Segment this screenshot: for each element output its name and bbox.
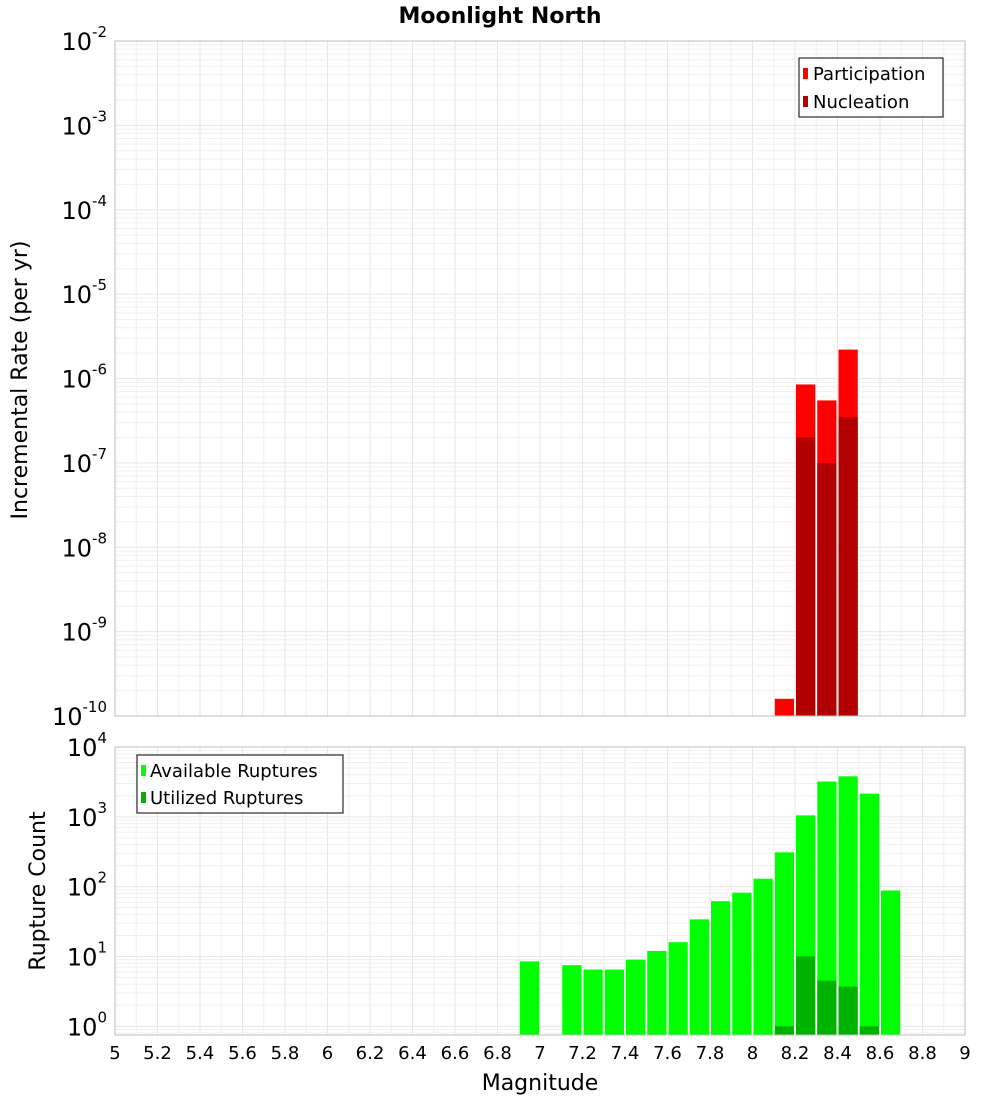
bar-available-ruptures bbox=[583, 969, 603, 1035]
bottom-legend-box bbox=[136, 754, 344, 814]
y-tick-label: 10-3 bbox=[61, 107, 107, 140]
bar-available-ruptures bbox=[817, 781, 837, 1035]
bottom-grid bbox=[114, 746, 966, 1035]
top-legend: Participation Nucleation bbox=[798, 57, 944, 118]
bar-available-ruptures bbox=[732, 892, 752, 1035]
bar-available-ruptures bbox=[838, 776, 858, 1035]
y-tick-label: 101 bbox=[67, 938, 107, 971]
top-legend-box bbox=[798, 57, 944, 118]
bar-nucleation bbox=[817, 462, 837, 716]
x-tick-label: 7.6 bbox=[653, 1043, 682, 1064]
bar-participation bbox=[774, 698, 794, 716]
bar-utilized-ruptures bbox=[838, 986, 858, 1035]
x-tick-label: 5.2 bbox=[143, 1043, 172, 1064]
y-tick-label: 100 bbox=[67, 1008, 107, 1041]
x-tick-label: 8.4 bbox=[823, 1043, 852, 1064]
x-tick-label: 7.2 bbox=[568, 1043, 597, 1064]
legend-label-available: Available Ruptures bbox=[150, 761, 318, 782]
y-tick-label: 10-6 bbox=[61, 361, 107, 394]
bottom-plot: 100 101 102 103 104 5 5.2 5.4 5.6 5.8 6 6.2 6.4 6.6 6… bbox=[26, 729, 971, 1096]
chart-title: Moonlight North bbox=[398, 4, 601, 29]
legend-label-nucleation: Nucleation bbox=[813, 92, 909, 113]
x-tick-label: 6.8 bbox=[483, 1043, 512, 1064]
bottom-legend: Available Ruptures Utilized Ruptures bbox=[136, 754, 344, 814]
legend-swatch-participation bbox=[803, 68, 808, 79]
x-tick-label: 9 bbox=[959, 1043, 970, 1064]
legend-swatch-utilized bbox=[141, 792, 146, 803]
legend-label-utilized: Utilized Ruptures bbox=[150, 788, 303, 809]
y-tick-label: 104 bbox=[67, 729, 107, 762]
y-tick-label: 10-4 bbox=[61, 192, 107, 225]
y-tick-label: 102 bbox=[67, 869, 107, 902]
bar-available-ruptures bbox=[711, 901, 731, 1035]
y-tick-label: 10-10 bbox=[52, 698, 107, 731]
bar-utilized-ruptures bbox=[796, 956, 816, 1035]
y-tick-label: 10-8 bbox=[61, 529, 107, 562]
x-tick-label: 7.4 bbox=[611, 1043, 640, 1064]
legend-swatch-available bbox=[141, 765, 146, 776]
y-tick-label: 103 bbox=[67, 799, 107, 832]
bar-utilized-ruptures bbox=[817, 980, 837, 1035]
bottom-y-tick-labels: 100 101 102 103 104 bbox=[67, 729, 107, 1041]
x-tick-label: 7.8 bbox=[696, 1043, 725, 1064]
y-tick-label: 10-9 bbox=[61, 614, 107, 647]
bar-utilized-ruptures bbox=[859, 1026, 879, 1035]
bottom-y-axis-label: Rupture Count bbox=[26, 811, 51, 971]
x-axis-label: Magnitude bbox=[482, 1071, 599, 1096]
bar-utilized-ruptures bbox=[774, 1026, 794, 1035]
bar-available-ruptures bbox=[774, 852, 794, 1035]
bar-available-ruptures bbox=[668, 942, 688, 1035]
x-tick-label: 6 bbox=[322, 1043, 333, 1064]
x-tick-labels: 5 5.2 5.4 5.6 5.8 6 6.2 6.4 6.6 6.8 7 7.2 7.4 7.6 7.8 8… bbox=[109, 1043, 970, 1064]
bottom-bars bbox=[519, 776, 901, 1035]
x-tick-label: 7 bbox=[534, 1043, 545, 1064]
bar-available-ruptures bbox=[647, 950, 667, 1035]
x-tick-label: 5.8 bbox=[271, 1043, 300, 1064]
x-tick-label: 6.2 bbox=[356, 1043, 385, 1064]
legend-label-participation: Participation bbox=[813, 64, 925, 85]
bar-available-ruptures bbox=[753, 878, 773, 1035]
bar-available-ruptures bbox=[626, 959, 646, 1035]
x-tick-label: 8.2 bbox=[781, 1043, 810, 1064]
bar-available-ruptures bbox=[859, 793, 879, 1035]
x-tick-label: 8 bbox=[747, 1043, 758, 1064]
y-tick-label: 10-5 bbox=[61, 276, 107, 309]
bar-available-ruptures bbox=[562, 965, 582, 1035]
x-tick-label: 5 bbox=[109, 1043, 120, 1064]
y-tick-label: 10-2 bbox=[61, 23, 107, 56]
x-tick-label: 6.6 bbox=[441, 1043, 470, 1064]
top-plot: 10-10 10-9 10-8 10-7 10-6 10-5 10-4 10-3 10-2 In… bbox=[8, 23, 966, 731]
bar-available-ruptures bbox=[604, 969, 624, 1035]
x-tick-label: 5.6 bbox=[228, 1043, 257, 1064]
y-tick-label: 10-7 bbox=[61, 445, 107, 478]
bar-nucleation bbox=[796, 437, 816, 716]
x-tick-label: 5.4 bbox=[186, 1043, 215, 1064]
top-grid bbox=[114, 40, 966, 717]
x-tick-label: 6.4 bbox=[398, 1043, 427, 1064]
bar-available-ruptures bbox=[689, 919, 709, 1035]
x-tick-label: 8.6 bbox=[866, 1043, 895, 1064]
bar-nucleation bbox=[838, 416, 858, 716]
bar-available-ruptures bbox=[881, 890, 901, 1035]
bar-available-ruptures bbox=[519, 961, 539, 1035]
bottom-plot-frame bbox=[114, 746, 966, 1036]
top-y-axis-label: Incremental Rate (per yr) bbox=[8, 241, 33, 520]
top-y-tick-labels: 10-10 10-9 10-8 10-7 10-6 10-5 10-4 10-3 10-2 bbox=[52, 23, 107, 731]
x-tick-label: 8.8 bbox=[908, 1043, 937, 1064]
top-bars bbox=[774, 349, 858, 716]
top-plot-frame bbox=[114, 40, 966, 717]
legend-swatch-nucleation bbox=[803, 96, 808, 107]
